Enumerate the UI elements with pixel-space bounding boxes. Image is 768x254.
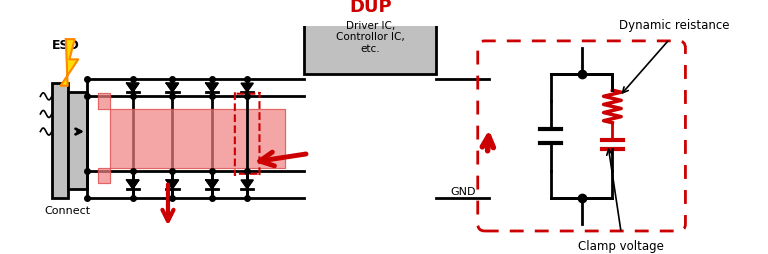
Polygon shape	[166, 180, 178, 189]
Polygon shape	[127, 83, 139, 92]
Polygon shape	[61, 39, 78, 86]
Text: ESD: ESD	[51, 39, 80, 52]
Text: Connect: Connect	[45, 206, 91, 216]
Text: GND: GND	[450, 187, 475, 197]
Text: Dynamic reistance: Dynamic reistance	[619, 19, 730, 32]
Polygon shape	[241, 180, 253, 189]
Polygon shape	[127, 180, 139, 189]
Bar	[68, 92, 87, 189]
Bar	[304, 0, 436, 74]
Bar	[51, 83, 68, 198]
Polygon shape	[206, 83, 218, 92]
Text: Driver IC,
Controllor IC,
etc.: Driver IC, Controllor IC, etc.	[336, 21, 405, 54]
Polygon shape	[166, 83, 178, 92]
Polygon shape	[241, 83, 253, 92]
Polygon shape	[206, 180, 218, 189]
Text: DUP: DUP	[349, 0, 392, 15]
Polygon shape	[98, 93, 285, 183]
Text: Clamp voltage: Clamp voltage	[578, 240, 664, 253]
